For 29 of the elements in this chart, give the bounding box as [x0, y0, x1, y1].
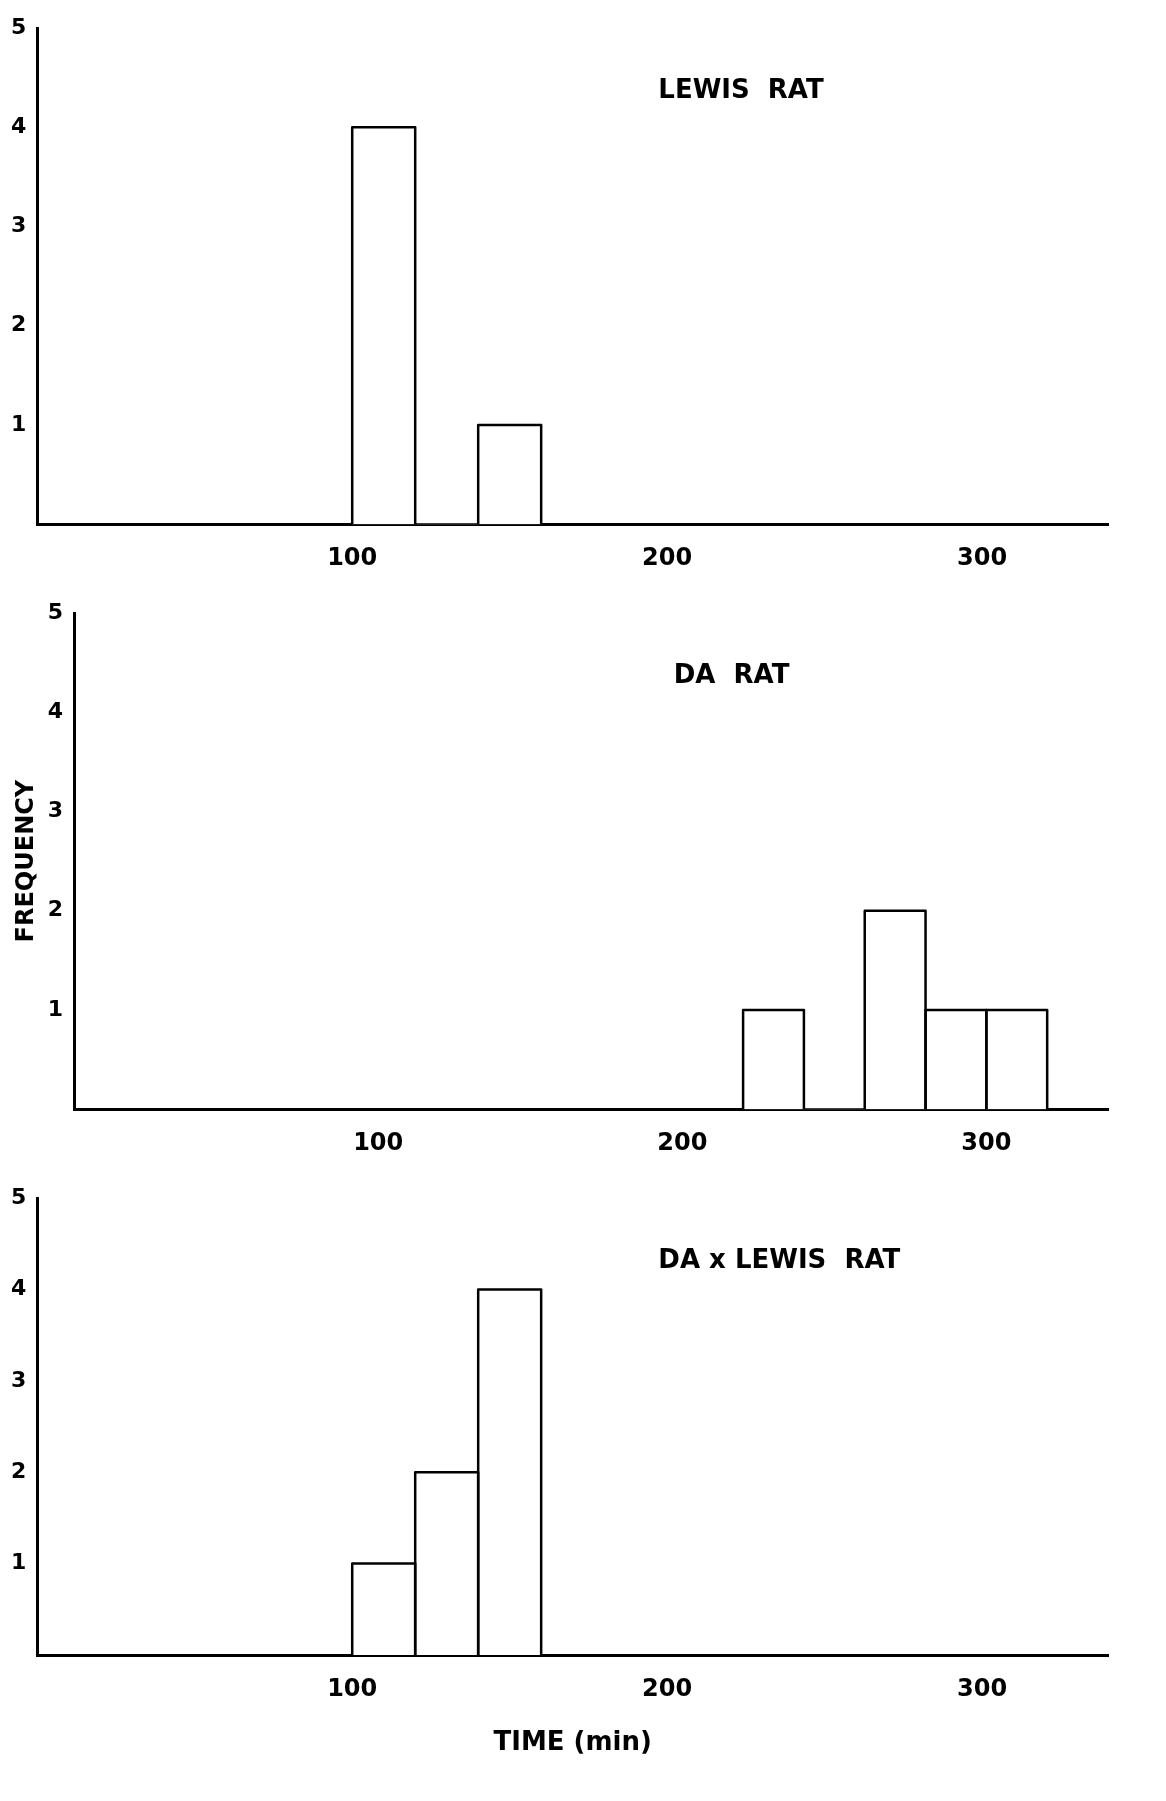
y-tick-label: 3 — [11, 1366, 27, 1392]
x-axis-title: TIME (min) — [493, 1726, 652, 1757]
x-tick-label: 300 — [961, 1127, 1012, 1156]
x-tick-label: 100 — [327, 542, 378, 571]
x-tick-label: 300 — [956, 1673, 1008, 1702]
y-tick-label: 5 — [47, 598, 64, 624]
y-tick-label: 3 — [11, 212, 27, 238]
y-tick-label: 4 — [11, 1275, 27, 1301]
x-tick-label: 300 — [956, 542, 1008, 571]
y-tick-label: 4 — [11, 112, 27, 138]
x-tick-label: 100 — [353, 1127, 404, 1156]
y-tick-label: 5 — [11, 13, 27, 39]
x-tick-label: 200 — [657, 1127, 708, 1156]
y-tick-label: 2 — [11, 311, 27, 337]
text: LEWIS RAT — [658, 73, 824, 104]
x-tick-label: 200 — [642, 542, 693, 571]
y-tick-label: 2 — [11, 1457, 27, 1483]
y-tick-label: 3 — [47, 797, 64, 823]
y-tick-label: 1 — [11, 1549, 27, 1575]
text: DA x LEWIS RAT — [658, 1243, 901, 1274]
y-tick-label: 1 — [47, 995, 64, 1021]
y-tick-label: 2 — [47, 896, 64, 922]
y-tick-label: 1 — [11, 410, 27, 436]
y-axis-title: FREQUENCY — [10, 779, 39, 943]
x-tick-label: 200 — [642, 1673, 693, 1702]
x-tick-label: 100 — [327, 1673, 378, 1702]
y-tick-label: 4 — [47, 697, 64, 723]
text: DA RAT — [673, 658, 790, 689]
y-tick-label: 5 — [11, 1183, 27, 1209]
